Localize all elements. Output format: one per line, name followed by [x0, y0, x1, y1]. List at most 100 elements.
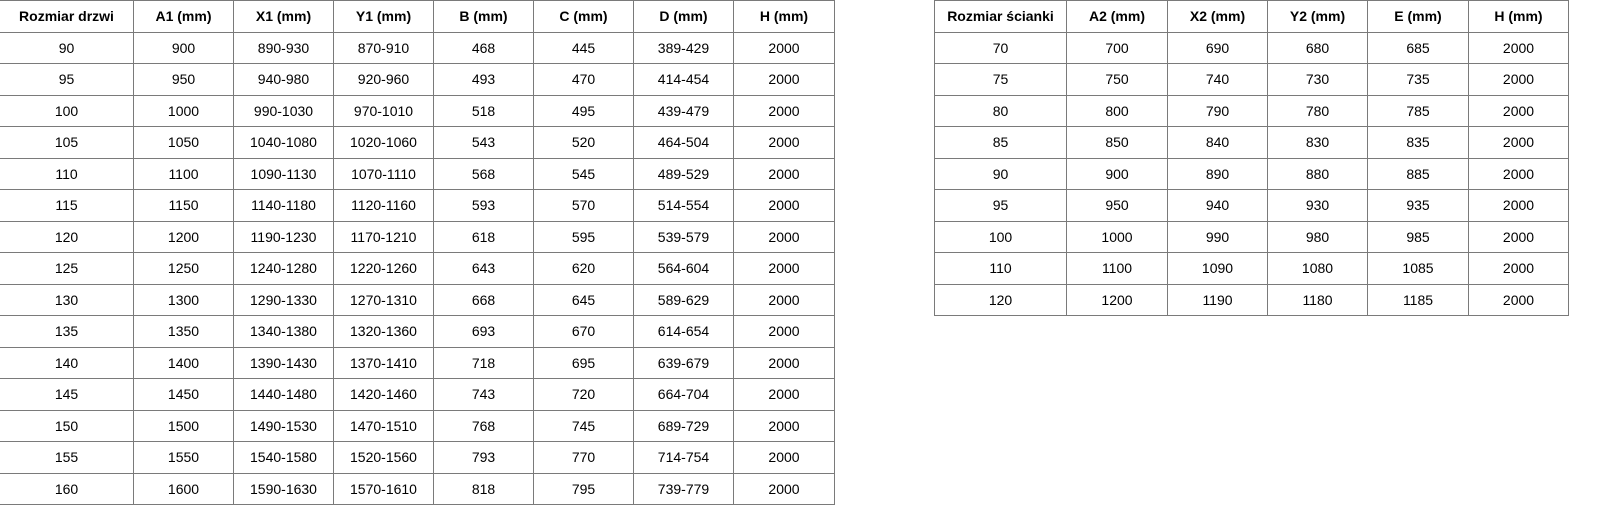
column-header: Rozmiar drzwi — [0, 0, 134, 33]
table-cell: 470 — [533, 63, 634, 96]
table-cell: 1420-1460 — [333, 378, 434, 411]
table-cell: 140 — [0, 346, 134, 379]
table-cell: 920-960 — [333, 63, 434, 96]
table-cell: 1180 — [1267, 283, 1368, 316]
table-cell: 2000 — [1468, 283, 1569, 316]
table-cell: 1400 — [133, 346, 234, 379]
table-cell: 2000 — [733, 409, 835, 442]
table-cell: 700 — [1066, 31, 1168, 64]
table-cell: 493 — [433, 63, 534, 96]
table-cell: 1300 — [133, 283, 234, 316]
table-row: 150 1500 1490-1530 1470-1510 768 745 689-729 20… — [0, 409, 835, 442]
table-row: 120 1200 1190 1180 1185 2000 — [934, 283, 1569, 316]
table-cell: 2000 — [733, 220, 835, 253]
column-header: X2 (mm) — [1167, 0, 1268, 33]
table-row: 80 800 790 780 785 2000 — [934, 94, 1569, 127]
table-cell: 135 — [0, 315, 134, 348]
table-cell: 545 — [533, 157, 634, 190]
table-cell: 2000 — [1468, 31, 1569, 64]
table-cell: 1350 — [133, 315, 234, 348]
table-cell: 520 — [533, 126, 634, 159]
table-cell: 664-704 — [633, 378, 734, 411]
table-cell: 1140-1180 — [233, 189, 334, 222]
table-cell: 720 — [533, 378, 634, 411]
table-cell: 690 — [1167, 31, 1268, 64]
table-cell: 1000 — [133, 94, 234, 127]
table-cell: 668 — [433, 283, 534, 316]
wall-size-table: Rozmiar ścianki A2 (mm) X2 (mm) Y2 (mm) E (m… — [934, 0, 1569, 316]
table-cell: 2000 — [733, 31, 835, 64]
header-row: Rozmiar ścianki A2 (mm) X2 (mm) Y2 (mm) E (m… — [934, 0, 1569, 33]
column-header: Y1 (mm) — [333, 0, 434, 33]
table-cell: 1100 — [133, 157, 234, 190]
table-cell: 1370-1410 — [333, 346, 434, 379]
table-cell: 2000 — [733, 63, 835, 96]
table-cell: 768 — [433, 409, 534, 442]
table-cell: 2000 — [733, 378, 835, 411]
table-cell: 830 — [1267, 126, 1368, 159]
table-cell: 990-1030 — [233, 94, 334, 127]
table-cell: 930 — [1267, 189, 1368, 222]
table-cell: 595 — [533, 220, 634, 253]
table-cell: 2000 — [733, 346, 835, 379]
table-cell: 695 — [533, 346, 634, 379]
table-cell: 1150 — [133, 189, 234, 222]
table-cell: 614-654 — [633, 315, 734, 348]
table-cell: 714-754 — [633, 441, 734, 474]
table-cell: 795 — [533, 472, 634, 505]
table-cell: 1185 — [1367, 283, 1469, 316]
table-cell: 2000 — [1468, 220, 1569, 253]
table-cell: 2000 — [733, 472, 835, 505]
table-row: 145 1450 1440-1480 1420-1460 743 720 664-704 20… — [0, 378, 835, 411]
table-cell: 840 — [1167, 126, 1268, 159]
table-row: 70 700 690 680 685 2000 — [934, 31, 1569, 64]
table-cell: 95 — [0, 63, 134, 96]
table-cell: 570 — [533, 189, 634, 222]
table-cell: 70 — [934, 31, 1067, 64]
table-cell: 745 — [533, 409, 634, 442]
table-row: 85 850 840 830 835 2000 — [934, 126, 1569, 159]
table-cell: 1290-1330 — [233, 283, 334, 316]
column-header: X1 (mm) — [233, 0, 334, 33]
table-cell: 2000 — [733, 157, 835, 190]
table-row: 95 950 940 930 935 2000 — [934, 189, 1569, 222]
table-cell: 155 — [0, 441, 134, 474]
table-cell: 790 — [1167, 94, 1268, 127]
table-cell: 568 — [433, 157, 534, 190]
table-cell: 85 — [934, 126, 1067, 159]
table-cell: 940 — [1167, 189, 1268, 222]
table-row: 135 1350 1340-1380 1320-1360 693 670 614-654 20… — [0, 315, 835, 348]
table-row: 95 950 940-980 920-960 493 470 414-454 2000 — [0, 63, 835, 96]
table-cell: 1050 — [133, 126, 234, 159]
table-cell: 130 — [0, 283, 134, 316]
table-row: 125 1250 1240-1280 1220-1260 643 620 564-604 20… — [0, 252, 835, 285]
table-cell: 739-779 — [633, 472, 734, 505]
table-cell: 1170-1210 — [333, 220, 434, 253]
column-header: H (mm) — [1468, 0, 1569, 33]
table-cell: 793 — [433, 441, 534, 474]
table-cell: 740 — [1167, 63, 1268, 96]
table-cell: 120 — [0, 220, 134, 253]
table-cell: 970-1010 — [333, 94, 434, 127]
table-cell: 2000 — [1468, 126, 1569, 159]
table-cell: 900 — [133, 31, 234, 64]
table-cell: 770 — [533, 441, 634, 474]
table-cell: 900 — [1066, 157, 1168, 190]
column-header: A1 (mm) — [133, 0, 234, 33]
table-cell: 639-679 — [633, 346, 734, 379]
table-row: 115 1150 1140-1180 1120-1160 593 570 514-554 20… — [0, 189, 835, 222]
table-cell: 1570-1610 — [333, 472, 434, 505]
table-cell: 125 — [0, 252, 134, 285]
table-cell: 2000 — [1468, 157, 1569, 190]
table-cell: 980 — [1267, 220, 1368, 253]
table-cell: 439-479 — [633, 94, 734, 127]
table-cell: 468 — [433, 31, 534, 64]
table-cell: 935 — [1367, 189, 1469, 222]
table-row: 100 1000 990 980 985 2000 — [934, 220, 1569, 253]
table-cell: 693 — [433, 315, 534, 348]
table-cell: 985 — [1367, 220, 1469, 253]
table-cell: 689-729 — [633, 409, 734, 442]
table-cell: 618 — [433, 220, 534, 253]
table-cell: 589-629 — [633, 283, 734, 316]
table-cell: 850 — [1066, 126, 1168, 159]
